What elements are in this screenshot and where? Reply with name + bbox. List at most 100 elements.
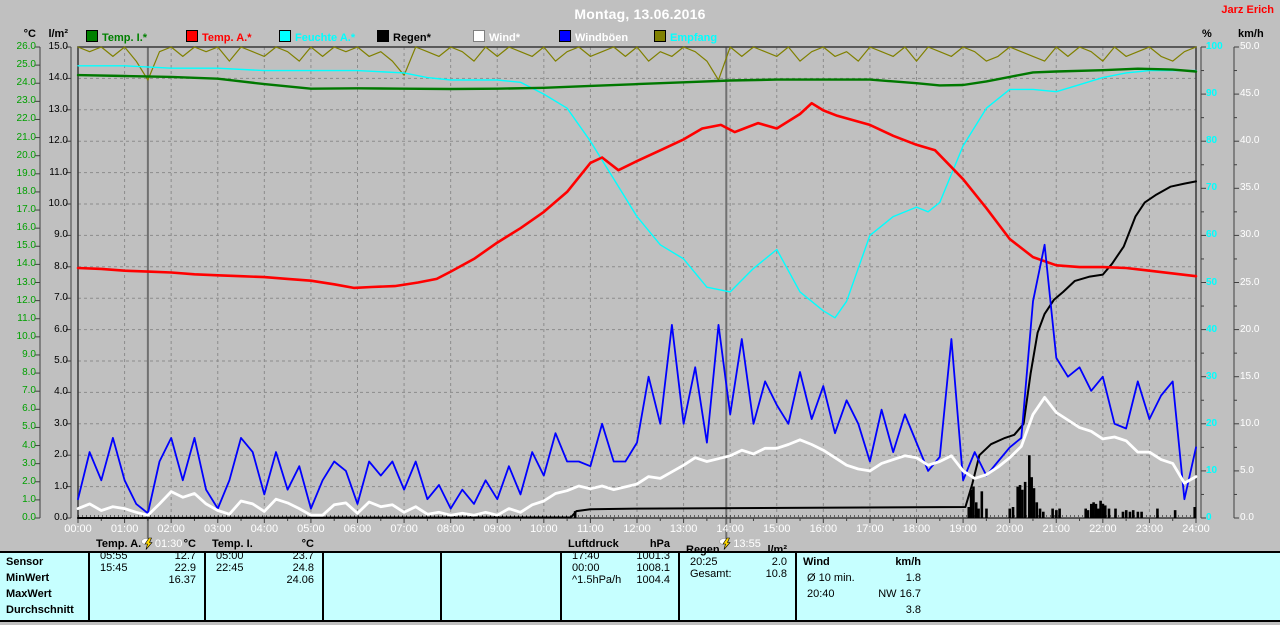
legend-label: Empfang <box>670 32 718 44</box>
temp-axis-tick-label: 22.0 <box>16 113 36 125</box>
rain-bar <box>1011 507 1015 518</box>
table-column-luftdruck: Luftdruck hPa 17:40 1001.3 00:00 1008.1 ^1.5hP… <box>560 538 678 620</box>
legend-color-swatch <box>186 30 198 42</box>
humidity-axis-tick-label: 70 <box>1206 182 1218 194</box>
temp-axis-tick-label: 9.0 <box>22 348 36 360</box>
legend-item-windben: Windböen <box>559 30 628 44</box>
rain-axis-tick-label: 14.0 <box>48 72 68 84</box>
temp-axis-tick-label: 14.0 <box>16 258 36 270</box>
rain-axis-tick-label: 11.0 <box>49 166 68 178</box>
temp-axis-tick-label: 23.0 <box>16 95 36 107</box>
temp-axis-tick-label: 26.0 <box>16 41 36 52</box>
temp-axis-tick-label: 8.0 <box>22 367 36 379</box>
rain-bar <box>1128 511 1132 518</box>
temp-axis-tick-label: 6.0 <box>22 403 36 415</box>
x-axis-label: 20:00 <box>995 523 1024 535</box>
cell-value: 3.8 <box>905 604 921 616</box>
rain-bar <box>573 511 577 518</box>
humidity-axis-tick-label: 80 <box>1206 135 1218 147</box>
table-column-wind: Wind km/h Ø 10 min. 1.8 20:40 NW 16.7 3.8 <box>795 553 921 620</box>
event-marker-time: 13:55 <box>733 538 761 550</box>
rain-bar <box>1114 508 1117 518</box>
legend-item-wind: Wind* <box>473 30 521 44</box>
temp-axis-title: °C <box>23 28 36 40</box>
rain-bar <box>977 508 980 518</box>
rain-bar <box>1101 503 1105 518</box>
temp-axis-tick-label: 20.0 <box>16 149 36 161</box>
x-axis-label: 24:00 <box>1182 523 1210 535</box>
wind-axis-tick-label: 10.0 <box>1240 417 1260 429</box>
cell-value: 12.7 <box>174 549 196 562</box>
x-axis-label: 04:00 <box>250 523 279 535</box>
cell-time: 17:40 <box>572 549 600 562</box>
rain-bar <box>1193 507 1197 518</box>
series-temp-a- <box>76 101 1198 290</box>
rain-bar <box>1038 508 1042 518</box>
x-axis-label: 21:00 <box>1042 523 1071 535</box>
rain-bar <box>1140 511 1143 518</box>
x-axis-label: 07:00 <box>390 523 418 535</box>
rain-axis-tick-label: 7.0 <box>54 292 68 304</box>
event-marker[interactable]: 01:30 <box>141 537 182 551</box>
chart-plot-area[interactable] <box>0 0 1280 553</box>
legend-item-tempi: Temp. I.* <box>86 30 147 44</box>
cell-time: 05:55 <box>100 549 128 562</box>
table-column-temp-i-: Temp. I. °C 05:00 23.7 22:45 24.8 24.06 <box>204 538 322 620</box>
rain-bar <box>1173 510 1177 518</box>
rain-bar <box>1016 486 1019 518</box>
event-marker[interactable]: 13:55 <box>719 537 761 551</box>
rain-bar <box>1028 455 1031 518</box>
table-row-label: MinWert <box>6 572 50 584</box>
humidity-axis-tick-label: 50 <box>1206 276 1218 288</box>
x-axis-label: 16:00 <box>809 523 838 535</box>
rain-bar <box>1055 510 1058 518</box>
temp-axis-tick-label: 13.0 <box>16 276 36 288</box>
cell-value: 1004.4 <box>636 573 670 586</box>
x-axis-label: 01:00 <box>110 523 139 535</box>
rain-bar <box>1086 510 1090 518</box>
wind-axis-tick-label: 25.0 <box>1240 276 1260 288</box>
rain-bar <box>1099 500 1102 518</box>
cell-value: 24.8 <box>292 561 314 574</box>
cell-value: 10.8 <box>765 567 787 580</box>
rain-bar <box>1094 503 1098 518</box>
rain-bar <box>1131 510 1135 518</box>
column-unit: °C <box>301 537 314 550</box>
cell-value: 1.8 <box>905 572 921 584</box>
x-axis-label: 10:00 <box>530 523 558 535</box>
legend-label: Wind* <box>489 32 521 44</box>
rain-bar <box>1008 508 1012 518</box>
x-axis-label: 17:00 <box>856 523 884 535</box>
cell-time: ^1.5hPa/h <box>572 573 622 586</box>
x-axis-label: 11:00 <box>577 523 604 535</box>
cell-time: 00:00 <box>572 561 600 574</box>
rain-axis-tick-label: 15.0 <box>48 41 68 52</box>
lightning-icon <box>141 537 153 550</box>
x-axis-label: 06:00 <box>343 523 372 535</box>
rain-axis-tick-label: 13.0 <box>48 103 68 115</box>
x-axis-label: 23:00 <box>1135 523 1164 535</box>
rain-bar <box>972 486 975 518</box>
x-axis-label: 22:00 <box>1089 523 1117 535</box>
cell-value: 1008.1 <box>636 561 670 574</box>
temp-axis-tick-label: 12.0 <box>16 294 36 306</box>
statistics-table: Sensor MinWert MaxWert Durchschnitt Temp. A.… <box>0 538 1280 622</box>
wind-axis-tick-label: 35.0 <box>1240 182 1260 194</box>
temp-axis-tick-label: 15.0 <box>16 240 36 252</box>
x-axis-label: 09:00 <box>483 523 512 535</box>
temp-axis-tick-label: 5.0 <box>22 421 36 433</box>
temp-axis-tick-label: 18.0 <box>16 185 36 197</box>
humidity-axis-title: % <box>1202 28 1212 40</box>
legend-color-swatch <box>86 30 98 42</box>
rain-bar <box>1018 485 1022 518</box>
x-axis-label: 02:00 <box>157 523 185 535</box>
wind-axis-tick-label: 30.0 <box>1240 229 1260 241</box>
humidity-axis-tick-label: 90 <box>1206 88 1218 100</box>
rain-bar <box>1092 502 1095 518</box>
table-row-label: MaxWert <box>6 588 52 600</box>
cell-value: 22.9 <box>174 561 196 574</box>
humidity-axis-tick-label: 10 <box>1206 464 1218 476</box>
column-unit: km/h <box>895 555 921 568</box>
rain-bar <box>1084 508 1087 518</box>
temp-axis-tick-label: 3.0 <box>22 457 36 469</box>
